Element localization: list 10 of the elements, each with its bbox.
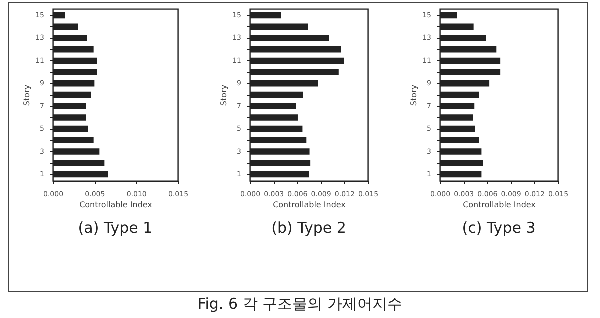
text: (b) Type 2	[272, 219, 346, 237]
caption: Fig. 6 각 구조물의 가제어지수	[196, 295, 404, 314]
y-axis-title: Story	[22, 84, 32, 106]
y-axis-title: Story	[220, 84, 229, 106]
x-axis-title: Controllable Index	[273, 200, 346, 210]
x-axis-title: Controllable Index	[463, 200, 536, 210]
text: (c) Type 3	[462, 219, 536, 237]
text: (a) Type 1	[78, 219, 152, 237]
x-axis-title: Controllable Index	[79, 200, 152, 210]
y-axis-title: Story	[410, 84, 419, 106]
